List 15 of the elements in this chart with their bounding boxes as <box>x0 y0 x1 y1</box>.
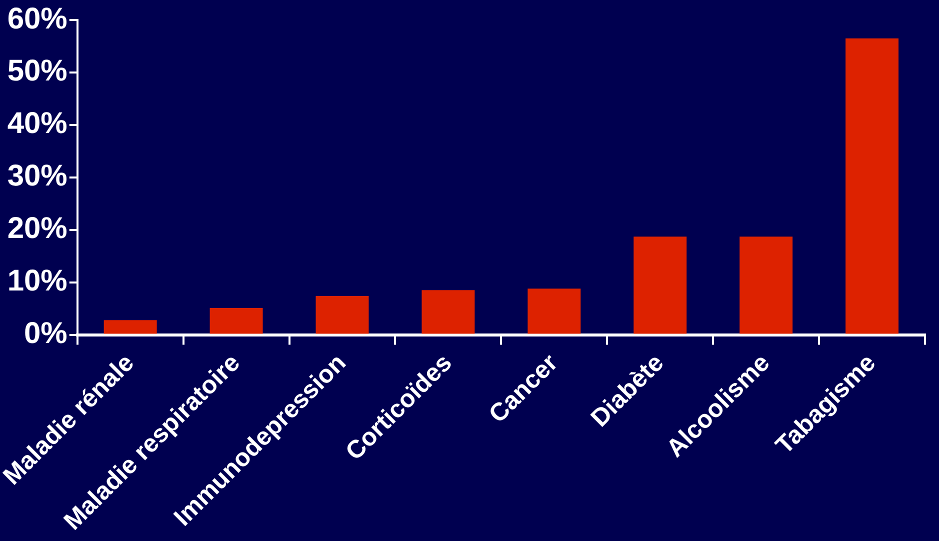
bar <box>104 320 157 334</box>
y-tick-label: 20% <box>7 212 68 246</box>
bar <box>528 288 581 334</box>
y-tick-label: 50% <box>7 54 68 88</box>
bar <box>846 38 899 334</box>
bar <box>634 236 687 334</box>
bar <box>316 296 369 334</box>
y-tick-label: 10% <box>7 264 68 298</box>
y-tick-label: 60% <box>7 2 68 36</box>
y-tick-label: 40% <box>7 107 68 140</box>
y-tick-label: 0% <box>24 317 68 350</box>
bar <box>210 308 263 334</box>
bar <box>422 290 475 334</box>
y-tick-label: 30% <box>7 160 68 193</box>
bar <box>740 236 793 334</box>
